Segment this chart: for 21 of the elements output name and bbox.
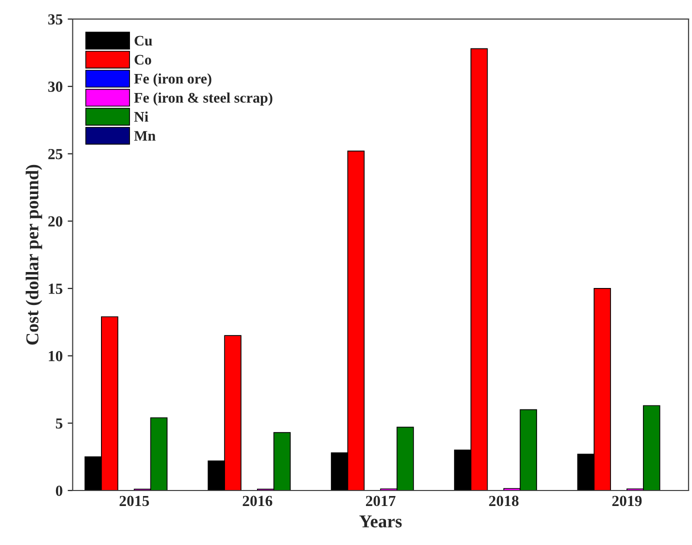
y-tick-label: 15 [48, 284, 62, 294]
y-tick-label: 25 [48, 148, 62, 160]
y-tick-label: 5 [56, 418, 62, 429]
x-tick-label: 2018 [489, 496, 519, 506]
y-tick-label: 30 [48, 82, 62, 92]
legend-label: Mn [134, 131, 156, 141]
legend-label: Fe (iron ore) [134, 73, 212, 87]
x-axis-title: Years [359, 515, 402, 528]
y-tick-label: 10 [48, 350, 62, 362]
y-tick-label: 20 [48, 216, 62, 227]
legend-label: Fe (iron & steel scrap) [134, 92, 272, 106]
x-tick-label: 2016 [242, 496, 272, 506]
y-tick-label: 0 [56, 486, 62, 496]
legend-label: Ni [134, 111, 148, 122]
y-axis-title: Cost (dollar per pound) [26, 164, 42, 345]
x-tick-label: 2019 [612, 496, 642, 506]
x-tick-label: 2015 [120, 496, 149, 506]
legend-label: Co [134, 54, 152, 65]
legend-label: Cu [134, 36, 152, 46]
x-tick-label: 2017 [366, 496, 396, 506]
y-tick-label: 35 [48, 14, 62, 25]
